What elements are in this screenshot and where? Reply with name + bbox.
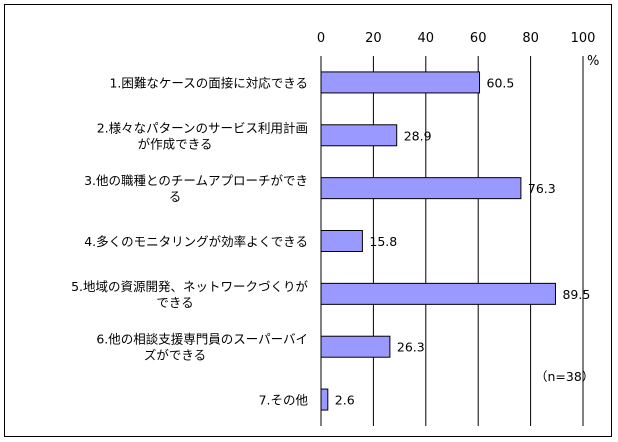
category-label-5: できる [156, 295, 193, 310]
data-label-3: 76.3 [528, 181, 556, 196]
data-label-1: 60.5 [487, 75, 515, 90]
category-label-3: る [169, 189, 182, 204]
data-label-7: 2.6 [335, 393, 355, 408]
x-tick-label: 80 [522, 31, 539, 46]
category-label-4: 4.多くのモニタリングが効率よくできる [84, 234, 308, 249]
category-label-5: 5.地域の資源開発、ネットワークづくりが [71, 279, 308, 294]
category-label-7: 7.その他 [259, 393, 309, 408]
bar-chart: 0 20 40 60 80 100 % 60.5 28.9 76.3 15.8 89.5 26.3 2… [71, 31, 599, 426]
bar-1 [320, 71, 481, 94]
category-label-2: 2.様々なパターンのサービス利用計画 [97, 120, 308, 135]
sample-size-note: （n=38） [535, 369, 594, 384]
axis-unit-label: % [587, 54, 599, 69]
bars: 60.5 28.9 76.3 15.8 89.5 26.3 2.6 [320, 71, 590, 411]
category-label-2: が作成できる [138, 136, 213, 151]
category-labels: 1.困難なケースの面接に対応できる 2.様々なパターンのサービス利用計画が作成でき… [71, 75, 308, 407]
bar-7 [320, 388, 329, 411]
category-label-6: 6.他の相談支援専門員のスーパーバイ [96, 332, 308, 347]
data-label-2: 28.9 [404, 128, 432, 143]
bar-6 [320, 335, 391, 358]
x-tick-label: 20 [365, 31, 382, 46]
category-label-3: 3.他の職種とのチームアプローチができ [84, 173, 308, 188]
bar-5 [320, 282, 556, 305]
chart-frame: 0 20 40 60 80 100 % 60.5 28.9 76.3 15.8 89.5 26.3 2… [4, 4, 612, 437]
data-label-5: 89.5 [562, 287, 590, 302]
bar-4 [320, 230, 363, 252]
bar-3 [320, 177, 522, 200]
x-tick-label: 40 [418, 31, 435, 46]
data-label-6: 26.3 [397, 340, 425, 355]
bar-2 [320, 124, 398, 147]
x-tick-label: 60 [470, 31, 487, 46]
grid-lines [320, 56, 584, 426]
x-axis-ticks: 0 20 40 60 80 100 [317, 31, 596, 46]
category-label-6: ズができる [144, 348, 206, 363]
data-label-4: 15.8 [369, 234, 397, 249]
category-label-1: 1.困難なケースの面接に対応できる [109, 75, 308, 90]
x-tick-label: 0 [317, 31, 325, 46]
x-tick-label: 100 [571, 31, 596, 46]
